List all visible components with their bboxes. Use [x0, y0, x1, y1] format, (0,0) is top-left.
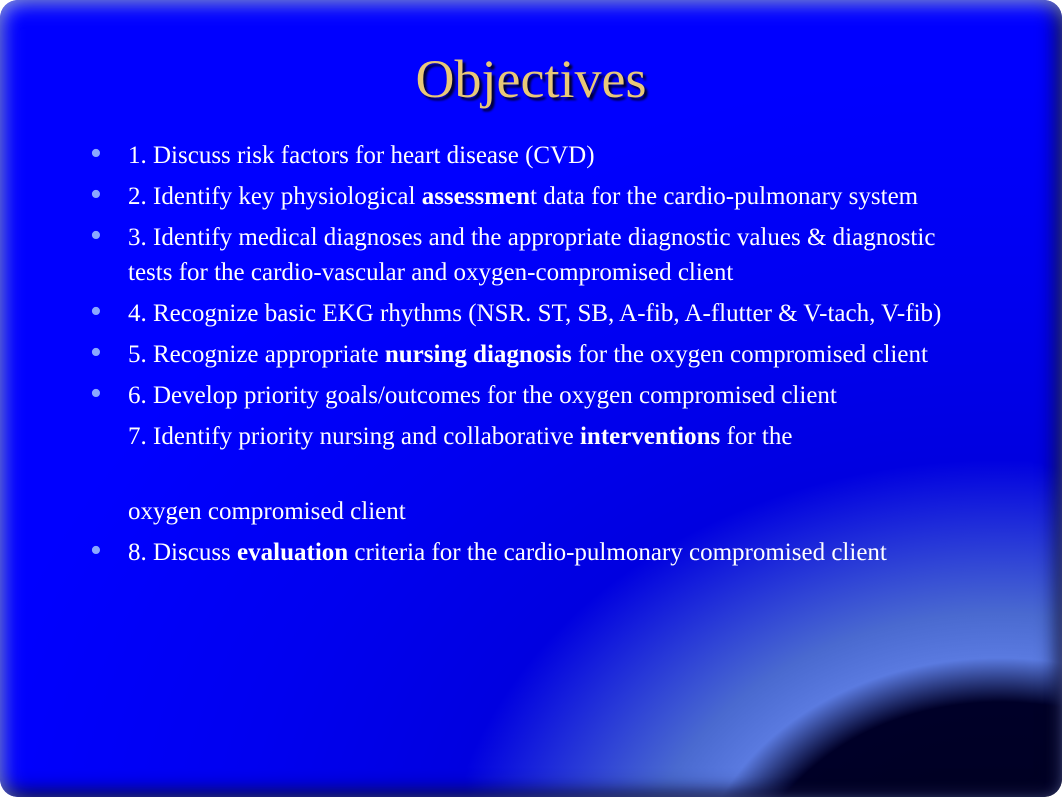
item-text-pre: 2. Identify key physiological: [128, 183, 422, 210]
item-text-pre: 5. Recognize appropriate: [128, 341, 385, 368]
list-item: 1. Discuss risk factors for heart diseas…: [90, 138, 982, 173]
item-text: oxygen compromised client: [128, 498, 406, 525]
item-text-bold: nursing diagnosis: [385, 341, 572, 368]
list-item: 3. Identify medical diagnoses and the ap…: [90, 220, 982, 290]
slide: Objectives 1. Discuss risk factors for h…: [0, 0, 1062, 797]
item-text-post: for the oxygen compromised client: [572, 341, 928, 368]
list-item: 8. Discuss evaluation criteria for the c…: [90, 535, 982, 570]
item-text-post: t data for the cardio-pulmonary system: [530, 183, 918, 210]
item-text-pre: 8. Discuss: [128, 539, 237, 566]
list-item: 6. Develop priority goals/outcomes for t…: [90, 378, 982, 413]
item-text-post: criteria for the cardio-pulmonary compro…: [348, 539, 887, 566]
item-text-bold: evaluation: [237, 539, 348, 566]
item-text: 3. Identify medical diagnoses and the ap…: [128, 224, 935, 286]
item-text-post: for the: [720, 423, 792, 450]
item-text: 6. Develop priority goals/outcomes for t…: [128, 382, 837, 409]
item-text: 1. Discuss risk factors for heart diseas…: [128, 142, 595, 169]
list-item: 4. Recognize basic EKG rhythms (NSR. ST,…: [90, 296, 982, 331]
list-item: 5. Recognize appropriate nursing diagnos…: [90, 337, 982, 372]
list-item: 2. Identify key physiological assessment…: [90, 179, 982, 214]
item-text-bold: interventions: [580, 423, 720, 450]
slide-title: Objectives: [70, 48, 992, 110]
slide-content: 1. Discuss risk factors for heart diseas…: [70, 138, 992, 570]
item-text: 4. Recognize basic EKG rhythms (NSR. ST,…: [128, 300, 941, 327]
list-item: 7. Identify priority nursing and collabo…: [90, 419, 982, 454]
item-text-pre: 7. Identify priority nursing and collabo…: [128, 423, 580, 450]
item-text-bold: assessmen: [422, 183, 530, 210]
list-item-continuation: oxygen compromised client: [90, 494, 982, 529]
